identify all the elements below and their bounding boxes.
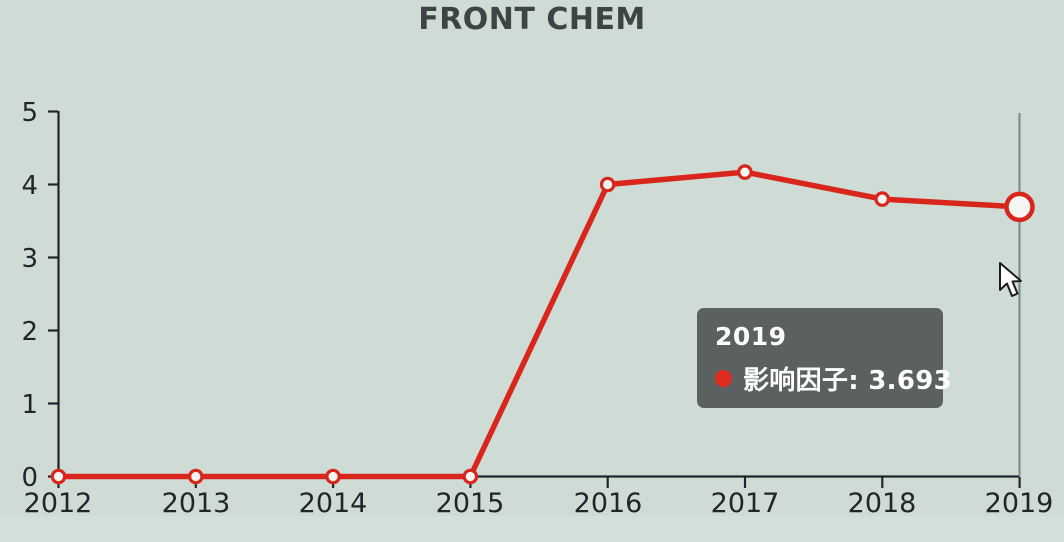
x-tick-label-2012: 2012 [24,488,93,519]
y-tick-label-3: 3 [21,244,38,274]
data-point[interactable] [50,468,67,485]
y-tick-label-0: 0 [21,463,38,493]
x-tick-label-2013: 2013 [162,488,231,519]
tooltip-title: 2019 [715,322,787,351]
y-axis-ticks [48,110,58,478]
series-markers [50,164,1035,485]
y-tick-label-5: 5 [21,98,38,128]
x-tick-label-2014: 2014 [299,488,368,519]
data-point[interactable] [874,191,891,207]
data-point[interactable] [737,164,753,180]
data-point-highlighted[interactable] [1004,191,1035,223]
data-point[interactable] [325,468,341,485]
series-color-dot-icon [715,370,732,387]
x-tick-label-2019: 2019 [985,488,1054,519]
y-tick-label-2: 2 [21,317,38,347]
series-line-impact-factor [55,169,1023,480]
x-tick-label-2016: 2016 [574,488,643,519]
data-point[interactable] [187,468,204,485]
data-point[interactable] [462,468,479,485]
mouse-pointer-icon [999,262,1022,297]
y-tick-label-1: 1 [21,390,38,420]
x-tick-label-2015: 2015 [436,488,505,519]
y-tick-label-4: 4 [21,171,38,201]
data-point[interactable] [599,176,616,193]
x-tick-label-2018: 2018 [848,488,917,519]
tooltip-value-text: 影响因子: 3.693 [743,366,952,396]
tooltip-series-row: 影响因子: 3.693 [715,360,952,397]
canvas-bottom-band [0,516,1064,542]
x-tick-label-2017: 2017 [711,488,780,519]
chart-tooltip: 2019 影响因子: 3.693 [697,308,952,408]
chart-title: FRONT CHEM [418,2,646,37]
